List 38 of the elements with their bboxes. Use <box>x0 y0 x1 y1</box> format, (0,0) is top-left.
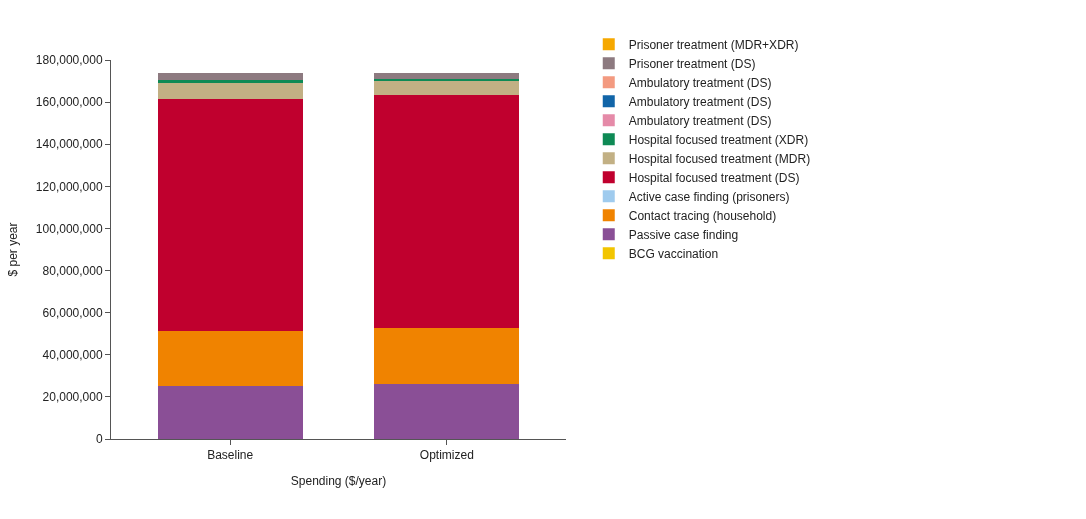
bar <box>374 73 520 80</box>
y-tick-label: 180,000,000 <box>35 53 103 68</box>
y-tick-label: 160,000,000 <box>35 95 103 110</box>
y-tick-label: 20,000,000 <box>42 390 103 405</box>
bar <box>157 82 303 99</box>
bar <box>374 383 520 439</box>
legend-label: Hospital focused treatment (XDR) <box>628 132 809 147</box>
y-tick-label: 140,000,000 <box>35 137 103 152</box>
x-tick-label: Optimized <box>419 448 474 463</box>
bar <box>157 73 303 81</box>
y-tick-label: 60,000,000 <box>42 305 103 320</box>
bar <box>374 81 520 95</box>
legend-label: Ambulatory treatment (DS) <box>628 75 772 90</box>
bar <box>157 330 303 387</box>
bar <box>374 79 520 82</box>
legend-label: Hospital focused treatment (DS) <box>628 170 800 185</box>
bar <box>374 328 520 384</box>
legend-label: Passive case finding <box>628 227 739 242</box>
legend-label: Prisoner treatment (MDR+XDR) <box>628 37 799 52</box>
bar <box>157 386 303 439</box>
legend-label: Hospital focused treatment (MDR) <box>628 151 811 166</box>
y-tick-label: 0 <box>95 432 103 447</box>
x-axis-title: Spending ($/year) <box>290 474 387 489</box>
y-tick-label: 100,000,000 <box>35 221 103 236</box>
y-tick-label: 80,000,000 <box>42 263 103 278</box>
legend-label: Active case finding (prisoners) <box>628 189 790 204</box>
legend-label: Contact tracing (household) <box>628 208 777 223</box>
y-tick-label: 120,000,000 <box>35 179 103 194</box>
bar <box>157 98 303 331</box>
legend-label: Ambulatory treatment (DS) <box>628 113 772 128</box>
bar <box>374 94 520 329</box>
legend-label: BCG vaccination <box>628 246 719 261</box>
bar <box>157 80 303 83</box>
y-tick-label: 40,000,000 <box>42 347 103 362</box>
x-tick-label: Baseline <box>207 448 254 463</box>
y-axis-title: $ per year <box>6 222 21 277</box>
legend-label: Ambulatory treatment (DS) <box>628 94 772 109</box>
legend-label: Prisoner treatment (DS) <box>628 56 756 71</box>
